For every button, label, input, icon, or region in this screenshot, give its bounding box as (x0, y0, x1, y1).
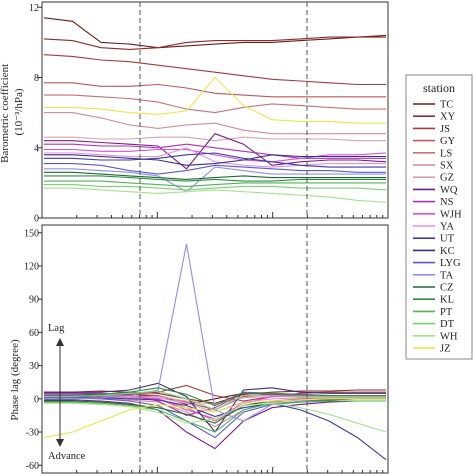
legend-label-pt: PT (440, 307, 453, 318)
legend-label-xy: XY (440, 112, 456, 123)
legend-title: station (423, 81, 455, 95)
legend-label-ya: YA (440, 222, 454, 233)
series-line-ta (44, 166, 386, 193)
legend-box (405, 74, 473, 360)
legend-label-jz: JZ (440, 344, 451, 355)
bottom-x-axis (41, 467, 384, 473)
top-y-axis-label: Barometric coefficient (10⁻³/hPa) (0, 61, 25, 163)
bottom-series-group (43, 243, 387, 461)
series-line-dt (44, 390, 386, 411)
series-line-kl (44, 175, 386, 182)
y-tick-label: 0 (34, 394, 39, 405)
series-line-jz (43, 398, 386, 439)
series-line-wh (44, 187, 387, 203)
bottom-y-axis-label: Phase lag (degree) (9, 339, 21, 421)
top-plot-frame (41, 1, 389, 219)
series-line-sx (44, 112, 386, 135)
series-line-kl (44, 387, 386, 407)
legend-label-dt: DT (440, 319, 455, 330)
series-line-gz (44, 136, 386, 142)
y-tick-label: 8 (34, 73, 39, 84)
legend-label-wjh: WJH (440, 209, 462, 220)
y-tick-label: 90 (29, 295, 39, 306)
y-tick-label: 120 (24, 261, 39, 272)
legend-label-sx: SX (440, 161, 454, 172)
series-line-wh (44, 402, 387, 433)
series-line-ya (44, 147, 386, 168)
legend-label-kc: KC (440, 246, 455, 257)
top-y-axis: 0 4 8 12 (29, 3, 42, 225)
y-tick-label: 150 (24, 228, 39, 239)
legend-label-ls: LS (440, 148, 452, 159)
series-line-ut (44, 152, 386, 168)
top-x-axis (41, 212, 384, 218)
y-tick-label: 30 (29, 361, 39, 372)
series-line-gy (44, 82, 386, 98)
lag-advance-annotation: Lag Advance (48, 323, 86, 462)
advance-arrow-head-icon (56, 439, 64, 447)
series-line-js (43, 54, 386, 86)
series-line-cz (44, 171, 386, 180)
series-line-lyg (44, 163, 386, 175)
legend-label-js: JS (440, 124, 450, 135)
series-line-ns (44, 143, 386, 159)
y-tick-label: -60 (26, 461, 39, 472)
legend-label-ns: NS (440, 197, 454, 208)
series-line-wq (44, 133, 387, 170)
legend-label-cz: CZ (440, 283, 453, 294)
legend-label-lyg: LYG (440, 258, 461, 269)
legend-label-ta: TA (440, 270, 454, 281)
legend-label-wh: WH (440, 331, 458, 342)
series-line-pt (44, 180, 386, 187)
bottom-y-axis: -60 -30 0 30 60 90 120 150 (24, 228, 42, 472)
legend-label-ut: UT (440, 234, 455, 245)
series-line-xy (43, 36, 386, 50)
y-tick-label: 4 (34, 143, 39, 154)
bottom-plot-frame (41, 224, 389, 474)
phase-lag-panel: -60 -30 0 30 60 90 120 150 Phase lag (degree) L… (9, 224, 389, 474)
barometric-coefficient-panel: 0 4 8 12 Barometric coefficient (10⁻³/hPa) (0, 1, 389, 225)
series-line-wq (44, 399, 386, 450)
legend-label-gy: GY (440, 136, 456, 147)
series-line-pt (44, 400, 386, 433)
top-y-axis-label-line1: Barometric coefficient (0, 64, 11, 163)
advance-annotation: Advance (48, 451, 86, 462)
series-line-kc (44, 154, 386, 166)
legend-label-gz: GZ (440, 173, 454, 184)
y-tick-label: 60 (29, 328, 39, 339)
series-line-ls (44, 94, 386, 114)
legend-label-wq: WQ (440, 185, 458, 196)
lag-annotation: Lag (48, 323, 65, 334)
series-line-jz (44, 76, 386, 124)
y-tick-label: -30 (26, 428, 39, 439)
series-line-xy (44, 389, 386, 404)
y-tick-label: 12 (29, 3, 39, 14)
legend-label-tc: TC (440, 100, 453, 111)
y-tick-label: 0 (34, 214, 39, 225)
legend-label-kl: KL (440, 295, 454, 306)
series-line-dt (44, 184, 387, 191)
series-line-cz (44, 398, 386, 424)
lag-arrow-head-icon (56, 338, 64, 346)
series-line-tc (43, 17, 387, 49)
series-line-wjh (44, 148, 387, 163)
top-series-group (43, 17, 387, 203)
top-y-axis-label-line2: (10⁻³/hPa) (13, 88, 25, 135)
